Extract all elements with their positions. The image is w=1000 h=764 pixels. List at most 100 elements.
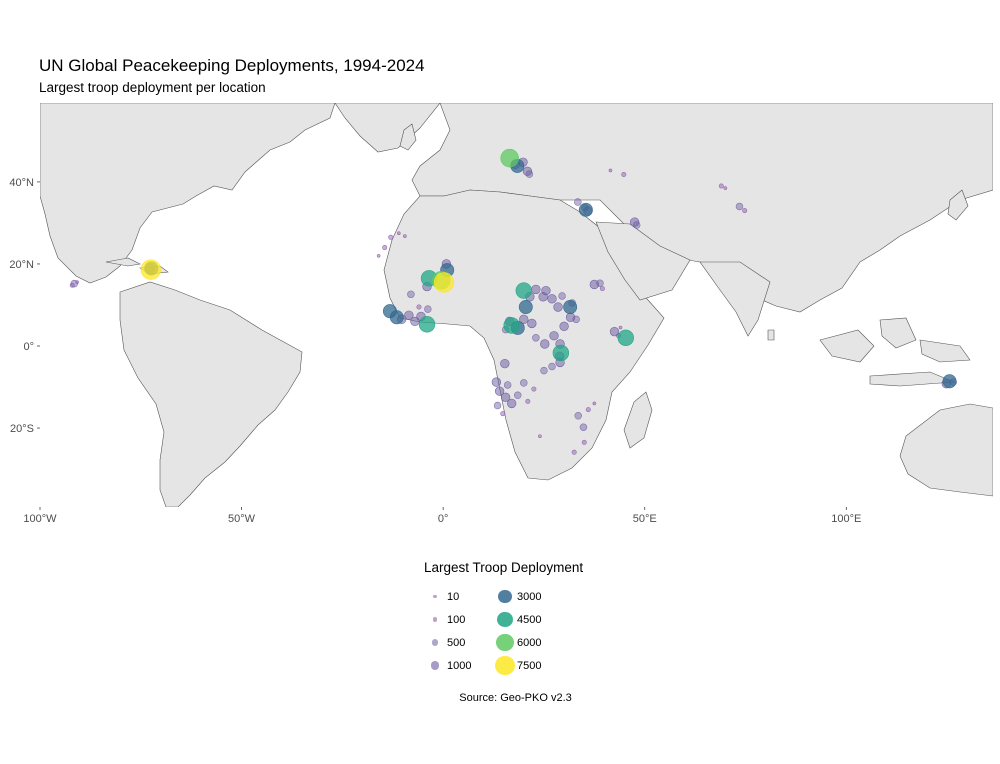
deployment-point <box>515 282 532 299</box>
x-tick-label: 50°W <box>228 513 256 525</box>
deployment-point <box>407 290 415 299</box>
deployment-point <box>500 358 510 369</box>
deployment-point <box>396 231 401 236</box>
deployment-point <box>376 253 381 258</box>
deployment-point <box>503 317 520 334</box>
deployment-point <box>404 310 414 320</box>
arabia-landmass <box>595 221 691 301</box>
legend-label: 4500 <box>517 613 542 626</box>
deployment-point <box>565 312 576 322</box>
legend-label: 500 <box>447 636 466 649</box>
legend-label: 100 <box>447 613 466 626</box>
deployment-point <box>563 300 578 315</box>
deployment-point <box>416 304 422 310</box>
deployment-point <box>500 148 519 168</box>
deployment-point <box>424 305 432 313</box>
deployment-point <box>547 294 557 304</box>
legend-key <box>494 632 516 654</box>
legend-symbol <box>433 594 437 599</box>
deployment-point <box>589 279 599 290</box>
deployment-point <box>618 325 623 330</box>
legend-key <box>424 609 446 631</box>
deployment-point <box>418 316 436 333</box>
legend-symbol <box>432 617 438 622</box>
deployment-point <box>592 401 597 406</box>
deployment-point <box>621 172 627 178</box>
deployment-point <box>503 381 512 389</box>
deployment-point <box>500 411 506 417</box>
deployment-point <box>525 398 531 404</box>
small-islands <box>399 123 969 341</box>
legend-key <box>424 632 446 654</box>
map-subtitle: Largest troop deployment per location <box>39 80 266 95</box>
deployment-point <box>553 302 563 312</box>
legend-item: 6000 <box>494 631 564 654</box>
deployment-point <box>500 392 511 402</box>
legend-label: 1000 <box>447 659 472 672</box>
legend-key <box>424 655 446 677</box>
deployment-point <box>942 374 957 389</box>
deployment-point <box>608 168 613 173</box>
legend-label: 6000 <box>517 636 542 649</box>
legend-item: 500 <box>424 631 494 654</box>
australia-landmass <box>899 403 993 497</box>
legend-label: 10 <box>447 590 460 603</box>
deployment-point <box>552 344 570 362</box>
deployment-point <box>578 202 593 217</box>
deployment-point <box>531 284 541 295</box>
deployment-point <box>718 183 724 189</box>
legend-key <box>494 586 516 608</box>
deployment-point <box>585 407 591 413</box>
deployment-point <box>609 326 620 337</box>
deployment-point <box>518 300 533 315</box>
legend-grid: 10 100 500 1000 3000 4500 6000 7500 <box>424 585 583 677</box>
deployment-point <box>520 379 528 387</box>
legend-symbol <box>497 611 513 628</box>
africa-landmass <box>383 189 665 481</box>
land-layer <box>40 103 993 507</box>
deployment-point <box>574 411 582 420</box>
deployment-point <box>522 166 533 176</box>
deployment-point <box>433 272 455 293</box>
deployment-point <box>629 217 640 227</box>
deployment-point <box>532 334 540 342</box>
x-tick-label: 100°E <box>831 513 861 525</box>
deployment-point <box>581 439 587 445</box>
greenland-landmass <box>334 103 441 153</box>
legend-title: Largest Troop Deployment <box>424 560 584 575</box>
map-chart: 100°W 50°W 0° 50°E 100°E 40°N 20°N 0° 20°S <box>9 103 993 525</box>
north-america-landmass <box>40 103 336 284</box>
legend-item: 10 <box>424 585 494 608</box>
deployment-point <box>507 398 517 409</box>
deployment-point <box>735 202 744 211</box>
legend-item: 7500 <box>494 654 564 677</box>
legend-symbol <box>430 661 440 670</box>
deployment-point <box>494 386 505 396</box>
legend-symbol <box>495 655 515 676</box>
x-tick-label: 50°E <box>633 513 657 525</box>
deployment-point <box>541 285 551 296</box>
deployment-point <box>410 316 420 327</box>
legend-item: 4500 <box>494 608 564 631</box>
legend-key <box>494 655 516 677</box>
y-tick-label: 40°N <box>9 177 34 189</box>
deployment-point <box>403 234 407 238</box>
deployment-point <box>519 314 529 324</box>
deployment-point <box>723 186 728 190</box>
legend-symbol <box>498 589 512 604</box>
deployment-point <box>579 423 588 431</box>
deployment-point <box>70 279 79 288</box>
y-tick-label: 20°N <box>9 259 34 271</box>
deployment-point <box>558 292 566 300</box>
southeast-asia-islands <box>819 317 971 387</box>
x-tick-label: 0° <box>438 513 449 525</box>
deployment-point <box>617 329 634 347</box>
legend-label: 7500 <box>517 659 542 672</box>
y-tick-label: 0° <box>23 341 34 353</box>
india-landmass <box>699 261 771 337</box>
deployment-point <box>491 377 502 387</box>
legend-symbol <box>431 639 439 646</box>
deployment-point <box>540 366 548 375</box>
map-axes: 100°W 50°W 0° 50°E 100°E 40°N 20°N 0° 20°S <box>9 177 861 525</box>
deployment-point <box>493 401 502 410</box>
